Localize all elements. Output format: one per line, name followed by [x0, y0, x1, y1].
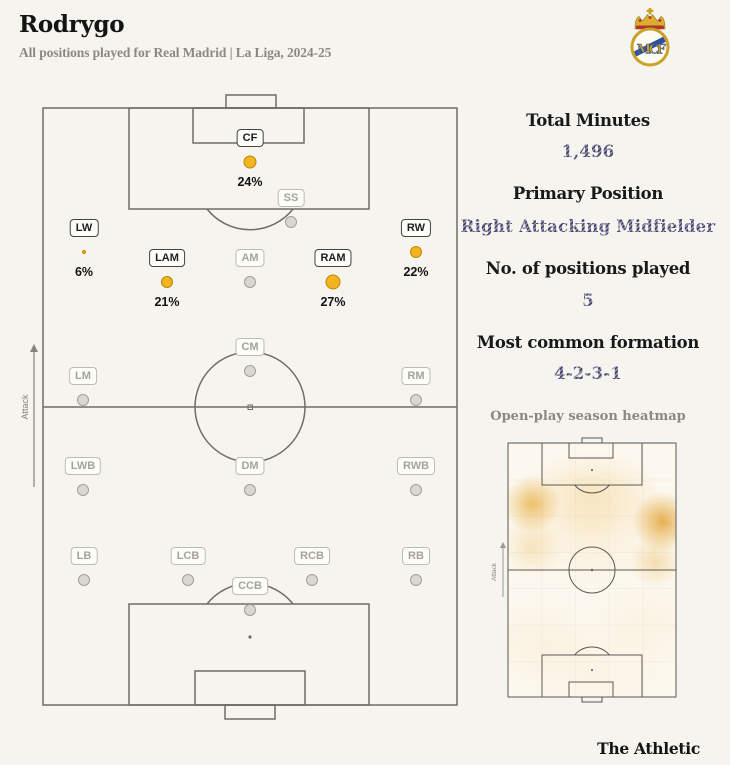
attack-direction-arrow: Attack — [20, 344, 38, 487]
position-label: LCB — [170, 547, 206, 565]
position-dot — [410, 574, 422, 586]
brand-logo: The Athletic — [597, 739, 700, 758]
position-label: SS — [277, 189, 305, 207]
position-dot — [410, 246, 422, 258]
position-dot — [161, 276, 173, 288]
heatmap-attack-arrow: Attack — [491, 542, 506, 597]
position-dot — [244, 276, 256, 288]
real-madrid-crest-icon: MCF — [630, 8, 670, 67]
stat-value-primary-position: Right Attacking Midfielder — [458, 217, 718, 236]
arrowhead-icon — [500, 542, 506, 548]
position-label: RWB — [396, 457, 436, 475]
position-label: RB — [402, 547, 430, 565]
position-dot — [182, 574, 194, 586]
penalty-spot — [248, 635, 252, 639]
position-share-label: 21% — [154, 295, 180, 309]
position-label: LW — [69, 219, 99, 237]
stat-value-positions-played: 5 — [458, 291, 718, 310]
position-label: LM — [69, 367, 97, 385]
crown-shape — [634, 13, 666, 30]
position-label: RCB — [294, 547, 330, 565]
position-label: LAM — [149, 249, 185, 267]
position-label: DM — [235, 457, 265, 475]
position-dot — [285, 216, 297, 228]
position-label: CCB — [232, 577, 268, 595]
position-dot — [82, 250, 86, 254]
position-dot — [78, 574, 90, 586]
stat-value-total-minutes: 1,496 — [458, 142, 718, 161]
position-dot — [325, 274, 341, 290]
position-dot — [244, 604, 256, 616]
position-label: LB — [70, 547, 98, 565]
position-dot — [244, 484, 256, 496]
stat-label-formation: Most common formation — [476, 333, 700, 352]
page-title: Rodrygo — [19, 11, 125, 38]
crest-monogram: MCF — [637, 43, 667, 58]
position-share-label: 27% — [320, 295, 346, 309]
position-label: RM — [401, 367, 431, 385]
position-dot — [77, 484, 89, 496]
position-label: LWB — [64, 457, 102, 475]
position-share-label: 24% — [237, 175, 263, 189]
position-share-label: 22% — [403, 265, 429, 279]
position-dot — [77, 394, 89, 406]
arrowhead-icon — [30, 344, 38, 352]
position-dot — [410, 484, 422, 496]
position-dot — [306, 574, 318, 586]
position-label: RW — [400, 219, 432, 237]
stat-label-positions-played: No. of positions played — [485, 259, 691, 278]
stat-value-formation: 4-2-3-1 — [458, 364, 718, 383]
stat-label-primary-position: Primary Position — [512, 184, 664, 203]
heatmap-attack-label: Attack — [491, 562, 498, 581]
subtitle: All positions played for Real Madrid | L… — [19, 45, 332, 60]
position-share-label: 6% — [74, 265, 94, 279]
position-dot — [243, 155, 257, 169]
position-label: AM — [235, 249, 265, 267]
position-dot — [410, 394, 422, 406]
heatmap-title: Open-play season heatmap — [490, 409, 686, 424]
position-label: CM — [235, 338, 265, 356]
position-label: CF — [236, 129, 264, 147]
position-dot — [244, 365, 256, 377]
attack-label: Attack — [20, 394, 30, 420]
stat-label-total-minutes: Total Minutes — [526, 111, 650, 130]
position-label: RAM — [314, 249, 352, 267]
heatmap-pitch-diagram: Attack — [491, 437, 677, 703]
